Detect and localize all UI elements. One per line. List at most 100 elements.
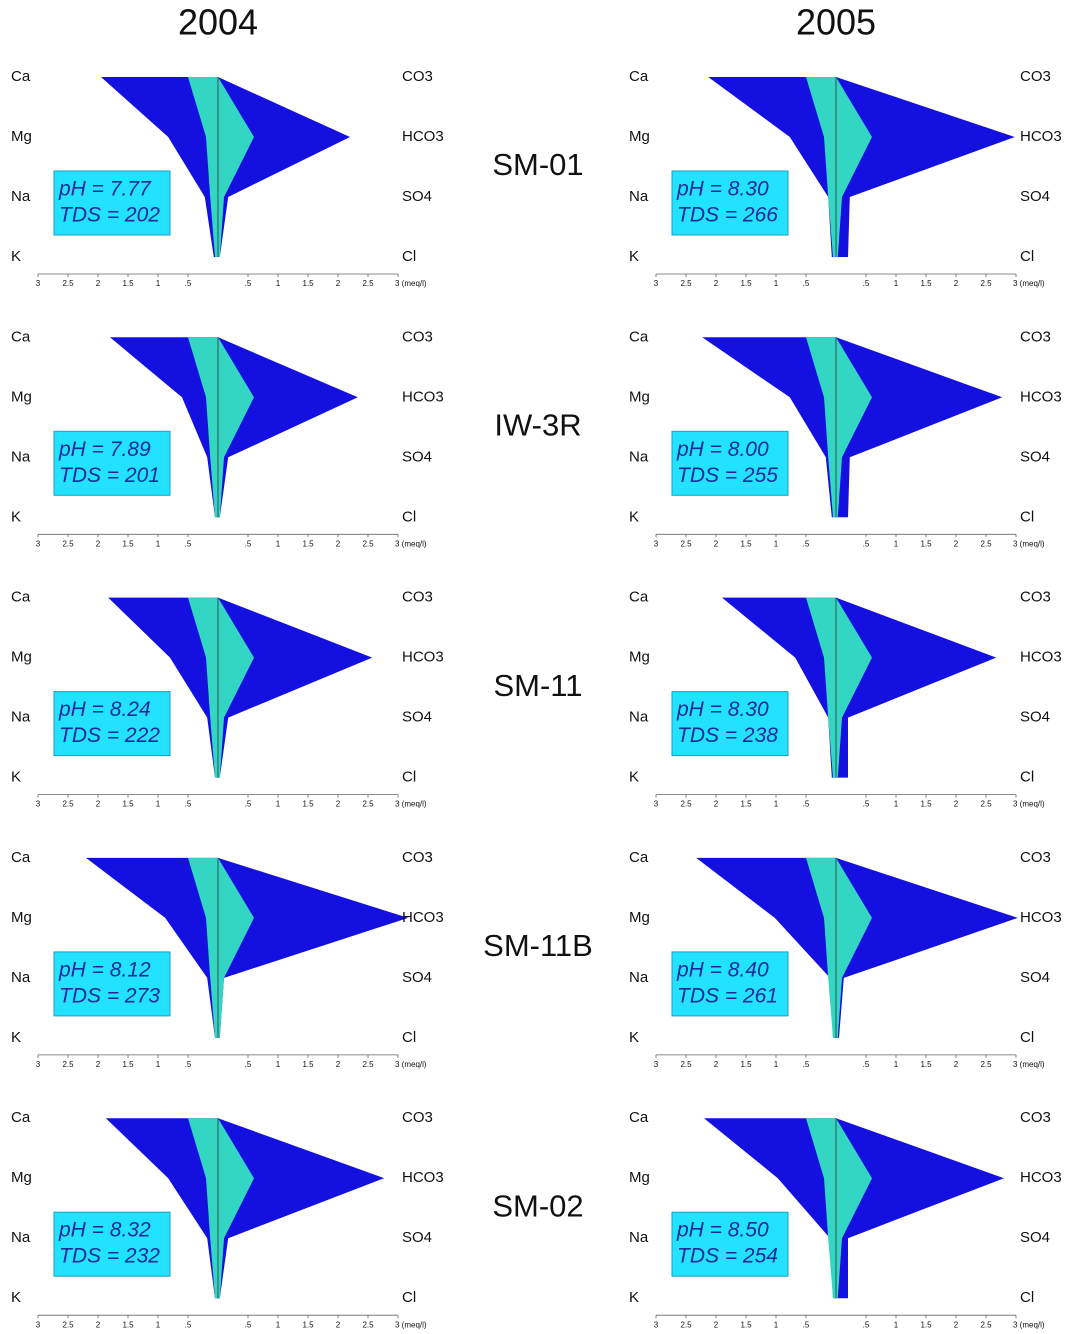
x-tick-label: 3 (meq/l) — [1013, 1060, 1045, 1069]
x-tick-label: 3 (meq/l) — [395, 800, 427, 809]
cation-label: Na — [629, 969, 649, 986]
cation-label: Ca — [11, 328, 31, 345]
annotation: pH = 8.40 — [676, 958, 769, 981]
x-tick-label: .5 — [185, 1320, 192, 1329]
x-tick-label: 1 — [774, 800, 779, 809]
x-tick-label: 2 — [954, 539, 959, 548]
cation-label: Ca — [629, 68, 649, 85]
x-tick-label: 3 — [36, 279, 41, 288]
x-tick-label: 2.5 — [62, 279, 74, 288]
anion-label: HCO3 — [1020, 388, 1062, 405]
x-tick-label: 1 — [276, 279, 281, 288]
x-tick-label: 2.5 — [62, 800, 74, 809]
cation-label: Mg — [11, 909, 32, 926]
x-tick-label: 3 (meq/l) — [1013, 1320, 1045, 1329]
stiff-polygon — [105, 1118, 385, 1299]
anion-label: CO3 — [402, 328, 433, 345]
x-tick-label: 3 (meq/l) — [1013, 539, 1045, 548]
anion-label: Cl — [1020, 508, 1034, 525]
anion-label: HCO3 — [1020, 909, 1062, 926]
x-tick-label: 1.5 — [740, 279, 752, 288]
anion-label: SO4 — [1020, 448, 1050, 465]
annotation-box — [671, 1211, 789, 1277]
x-tick-label: 1 — [894, 279, 899, 288]
x-tick-label: 3 — [654, 279, 659, 288]
x-tick-label: 2 — [954, 1060, 959, 1069]
x-tick-label: .5 — [803, 279, 810, 288]
annotation: TDS = 254 — [677, 1245, 778, 1268]
x-tick-label: 1.5 — [122, 1320, 134, 1329]
cation-label: K — [629, 1289, 639, 1306]
x-tick-label: 1.5 — [740, 800, 752, 809]
anion-label: Cl — [1020, 1289, 1034, 1306]
annotation: TDS = 222 — [59, 724, 160, 747]
x-tick-label: 1 — [156, 1320, 161, 1329]
x-tick-label: 2 — [954, 279, 959, 288]
x-tick-label: 1 — [894, 1320, 899, 1329]
site-label: SM-11B — [483, 928, 593, 963]
cation-label: Na — [629, 709, 649, 726]
cation-label: Ca — [11, 849, 31, 866]
x-tick-label: 3 — [654, 1060, 659, 1069]
site-label: IW-3R — [494, 407, 581, 442]
annotation: pH = 8.30 — [676, 698, 769, 721]
x-tick-label: 2 — [954, 1320, 959, 1329]
x-tick-label: .5 — [863, 539, 870, 548]
annotation: TDS = 238 — [677, 724, 778, 747]
x-tick-label: 2.5 — [62, 1060, 74, 1069]
x-tick-label: 2 — [96, 800, 101, 809]
stiff-polygon — [806, 857, 872, 1038]
x-tick-label: 3 — [36, 800, 41, 809]
anion-label: Cl — [1020, 769, 1034, 786]
cation-label: K — [11, 1029, 21, 1046]
anion-label: HCO3 — [402, 909, 444, 926]
x-tick-label: 1.5 — [302, 1320, 314, 1329]
x-tick-label: .5 — [185, 800, 192, 809]
x-tick-label: 2.5 — [62, 539, 74, 548]
x-tick-label: .5 — [185, 1060, 192, 1069]
cation-label: Ca — [629, 849, 649, 866]
stiff-polygon — [806, 597, 872, 778]
x-tick-label: 2.5 — [980, 800, 992, 809]
annotation: TDS = 261 — [677, 984, 778, 1007]
cation-label: Mg — [629, 128, 650, 145]
anion-label: HCO3 — [1020, 1169, 1062, 1186]
cation-label: K — [11, 769, 21, 786]
x-tick-label: 1.5 — [302, 279, 314, 288]
x-tick-label: 2.5 — [680, 279, 692, 288]
x-tick-label: 2 — [336, 800, 341, 809]
x-tick-label: .5 — [863, 800, 870, 809]
annotation: TDS = 201 — [59, 464, 160, 487]
anion-label: SO4 — [402, 188, 432, 205]
annotation-box — [53, 951, 171, 1017]
stiff-polygon — [708, 77, 1015, 257]
anion-label: HCO3 — [1020, 128, 1062, 145]
anion-label: Cl — [402, 248, 416, 265]
anion-label: CO3 — [402, 1109, 433, 1126]
x-tick-label: 3 — [654, 800, 659, 809]
x-tick-label: 1.5 — [122, 1060, 134, 1069]
x-tick-label: 3 — [36, 1060, 41, 1069]
column-title: 2004 — [178, 2, 258, 43]
cation-label: Na — [629, 1229, 649, 1246]
x-tick-label: 1 — [156, 279, 161, 288]
x-tick-label: .5 — [863, 1060, 870, 1069]
x-tick-label: 3 (meq/l) — [395, 279, 427, 288]
cation-label: Ca — [629, 589, 649, 606]
x-tick-label: .5 — [863, 279, 870, 288]
cation-label: Na — [629, 448, 649, 465]
x-tick-label: 3 — [36, 1320, 41, 1329]
cation-label: Mg — [11, 649, 32, 666]
x-tick-label: 2 — [714, 1060, 719, 1069]
annotation-box — [671, 691, 789, 757]
x-tick-label: 1.5 — [920, 1320, 932, 1329]
site-label: SM-02 — [492, 1188, 583, 1223]
x-tick-label: 2 — [336, 1320, 341, 1329]
annotation: pH = 8.24 — [58, 698, 151, 721]
x-tick-label: 2 — [96, 539, 101, 548]
x-tick-label: .5 — [245, 279, 252, 288]
x-tick-label: 2.5 — [62, 1320, 74, 1329]
cation-label: Mg — [11, 128, 32, 145]
anion-label: HCO3 — [1020, 649, 1062, 666]
